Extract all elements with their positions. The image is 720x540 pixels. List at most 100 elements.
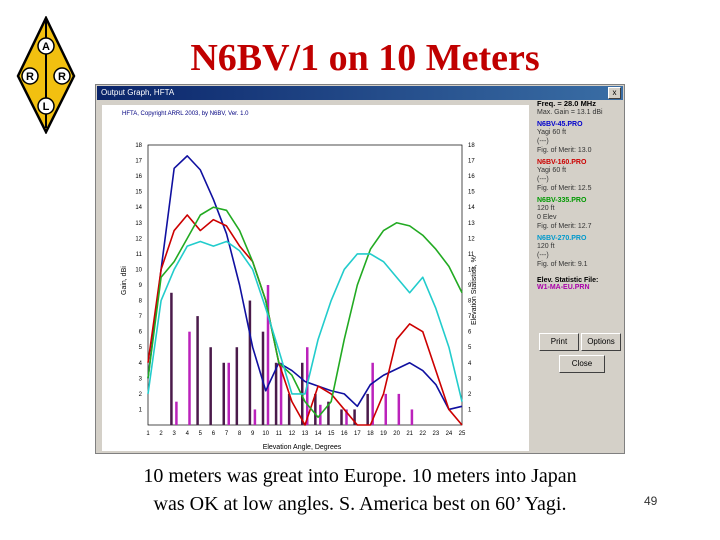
elev-stat-bar [345, 409, 348, 425]
y-tick-label-right: 4 [468, 361, 472, 367]
x-tick-label: 25 [459, 431, 466, 437]
legend-file-detail: (---) [537, 176, 549, 183]
y-tick-label: 15 [135, 190, 142, 196]
caption-line: 10 meters was great into Europe. 10 mete… [143, 465, 577, 487]
window-titlebar: Output Graph, HFTA [97, 86, 623, 100]
elev-stat-label: Elev. Statistic File: [537, 277, 599, 284]
x-tick-label: 18 [367, 431, 374, 437]
slide-caption: 10 meters was great into Europe. 10 mete… [60, 462, 660, 518]
window-close-icon[interactable]: x [608, 87, 621, 99]
y-left-label: Gain, dBi [121, 266, 128, 295]
options-button[interactable]: Options [581, 333, 621, 351]
legend-file-detail: Fig. of Merit: 12.7 [537, 223, 592, 230]
x-tick-label: 15 [328, 431, 335, 437]
legend-file-name: N6BV-45.PRO [537, 121, 583, 128]
legend-file-detail: (---) [537, 252, 549, 259]
logo-letter: R [58, 71, 66, 83]
x-tick-label: 19 [380, 431, 387, 437]
caption-line: was OK at low angles. S. America best on… [153, 493, 567, 515]
y-tick-label-right: 8 [468, 299, 472, 305]
elev-stat-bar-dark [196, 316, 199, 425]
x-tick-label: 4 [186, 431, 190, 437]
x-tick-label: 16 [341, 431, 348, 437]
print-button[interactable]: Print [539, 333, 579, 351]
legend-file-detail: (---) [537, 138, 549, 145]
y-right-label: Elevation Statistics, % [471, 256, 478, 325]
x-tick-label: 5 [199, 431, 203, 437]
y-tick-label-right: 6 [468, 330, 472, 336]
elev-stat-bar-dark [261, 331, 265, 425]
y-tick-label: 2 [139, 392, 143, 398]
legend-file-name: N6BV-335.PRO [537, 197, 587, 204]
window-title: Output Graph, HFTA [101, 88, 175, 97]
plot-area: HFTA, Copyright ARRL 2003, by N6BV, Ver.… [102, 105, 529, 451]
x-tick-label: 6 [212, 431, 216, 437]
y-tick-label: 6 [139, 330, 143, 336]
legend-file-detail: Fig. of Merit: 12.5 [537, 185, 592, 192]
y-tick-label-right: 10 [468, 267, 475, 273]
elev-stat-bar [266, 285, 270, 425]
legend-file-name: N6BV-160.PRO [537, 159, 587, 166]
elevation-chart: HFTA, Copyright ARRL 2003, by N6BV, Ver.… [121, 111, 478, 451]
logo-letter: L [43, 101, 50, 113]
y-tick-label: 9 [139, 283, 143, 289]
x-tick-label: 11 [276, 431, 283, 437]
elev-stat-bar [175, 401, 178, 425]
close-button[interactable]: Close [559, 355, 605, 373]
y-tick-label: 1 [139, 407, 143, 413]
y-tick-label-right: 7 [468, 314, 472, 320]
legend-file-detail: 120 ft [537, 243, 555, 250]
y-tick-label-right: 9 [468, 283, 472, 289]
elev-stat-bar [384, 393, 387, 425]
x-tick-label: 20 [393, 431, 400, 437]
max-gain-label: Max. Gain = 13.1 dBi [537, 109, 603, 116]
elev-stat-bar-dark [327, 401, 330, 425]
y-tick-label: 7 [139, 314, 143, 320]
legend-file-detail: 0 Elev [537, 214, 557, 221]
y-tick-label: 11 [136, 252, 143, 258]
y-tick-label-right: 14 [468, 205, 475, 211]
y-tick-label-right: 2 [468, 392, 472, 398]
y-tick-label: 13 [135, 221, 142, 227]
x-tick-label: 3 [172, 431, 176, 437]
x-tick-label: 1 [146, 431, 150, 437]
y-tick-label: 10 [135, 267, 142, 273]
elev-stat-bar [371, 362, 374, 425]
elev-stat-bar-dark [209, 347, 212, 425]
logo-letter: R [26, 71, 34, 83]
y-tick-label-right: 18 [468, 143, 475, 149]
y-tick-label: 14 [135, 205, 142, 211]
elev-stat-bar-dark [366, 393, 369, 425]
x-tick-label: 8 [238, 431, 242, 437]
elev-stat-bar [397, 393, 401, 425]
y-tick-label: 12 [135, 236, 142, 242]
y-tick-label-right: 17 [468, 159, 475, 165]
y-tick-label: 4 [139, 361, 143, 367]
graph-header: HFTA, Copyright ARRL 2003, by N6BV, Ver.… [122, 111, 249, 117]
elev-stat-bar-dark [340, 409, 343, 425]
plot-frame [147, 144, 463, 426]
x-tick-label: 21 [406, 431, 413, 437]
y-tick-label-right: 12 [468, 236, 475, 242]
elev-stat-bar-dark [287, 393, 291, 425]
x-tick-label: 22 [419, 431, 426, 437]
y-tick-label-right: 5 [468, 345, 472, 351]
series-line [147, 206, 463, 419]
elev-stat-bar [253, 409, 257, 425]
y-tick-label-right: 11 [468, 252, 475, 258]
legend-file-detail: Fig. of Merit: 9.1 [537, 261, 588, 268]
x-tick-label: 10 [262, 431, 269, 437]
elev-stat-bar [410, 409, 414, 425]
y-tick-label: 17 [135, 159, 142, 165]
elev-stat-bar-dark [274, 362, 278, 425]
x-tick-label: 23 [432, 431, 439, 437]
y-tick-label: 5 [139, 345, 143, 351]
elev-stat-bar-dark [170, 292, 173, 425]
freq-label: Freq. = 28.0 MHz [537, 99, 596, 108]
x-tick-label: 9 [251, 431, 255, 437]
elev-stat-bar-dark [222, 362, 225, 425]
x-tick-label: 14 [315, 431, 322, 437]
logo-letter: A [42, 41, 50, 53]
legend-file-detail: Yagi 60 ft [537, 167, 567, 174]
legend-panel: Freq. = 28.0 MHz Max. Gain = 13.1 dBi N6… [537, 99, 623, 291]
